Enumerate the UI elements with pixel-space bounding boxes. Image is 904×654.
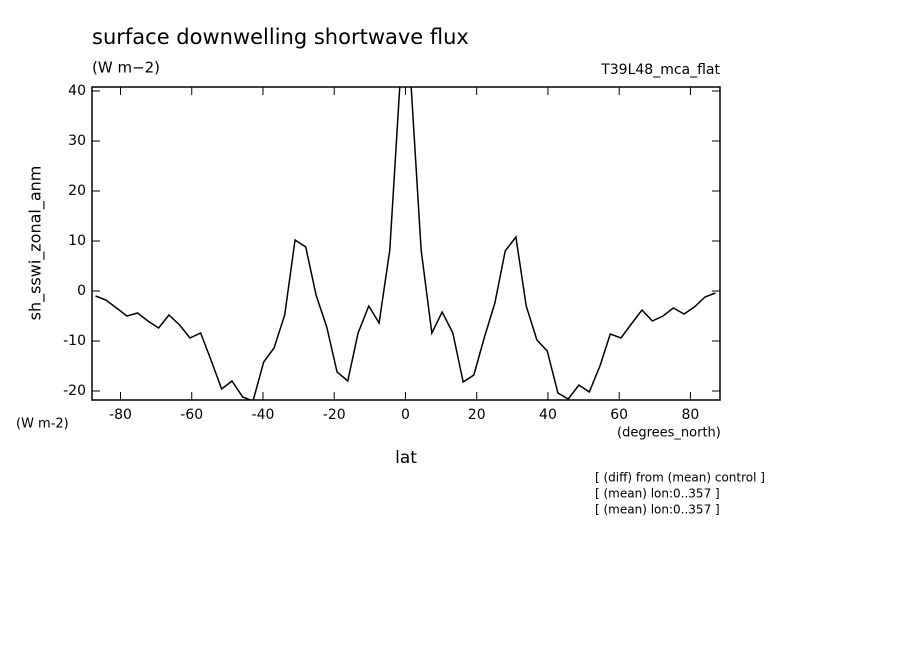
experiment-label: T39L48_mca_flat [600,62,720,78]
chart-title: surface downwelling shortwave flux [92,25,469,49]
plot-area [95,87,716,400]
x-tick-label: -20 [323,407,346,423]
x-tick-label: 20 [468,407,486,423]
x-tick-label: 0 [401,407,410,423]
chart-subtitle: (W m−2) [92,59,160,77]
x-tick-label: -40 [252,407,275,423]
x-axis-label: lat [395,448,417,468]
note: [ (mean) lon:0..357 ] [595,503,720,517]
y-tick-label: -10 [63,333,86,349]
plot-frame [91,86,721,401]
y-tick-label: 20 [68,183,86,199]
x-tick-label: -80 [109,407,132,423]
x-unit: (degrees_north) [617,426,721,441]
note: [ (diff) from (mean) control ] [595,471,765,485]
y-tick-label: 30 [68,133,86,149]
data-line [95,87,716,400]
x-tick-label: 60 [610,407,628,423]
x-tick-label: 80 [682,407,700,423]
y-tick-label: 10 [68,233,86,249]
x-tick-label: -60 [180,407,203,423]
y-unit: (W m-2) [16,417,69,432]
note: [ (mean) lon:0..357 ] [595,487,720,501]
y-tick-label: 0 [77,283,86,299]
y-axis-label: sh_sswi_zonal_anm [26,166,46,321]
y-tick-label: -20 [63,383,86,399]
y-tick-label: 40 [68,83,86,99]
x-tick-label: 40 [539,407,557,423]
